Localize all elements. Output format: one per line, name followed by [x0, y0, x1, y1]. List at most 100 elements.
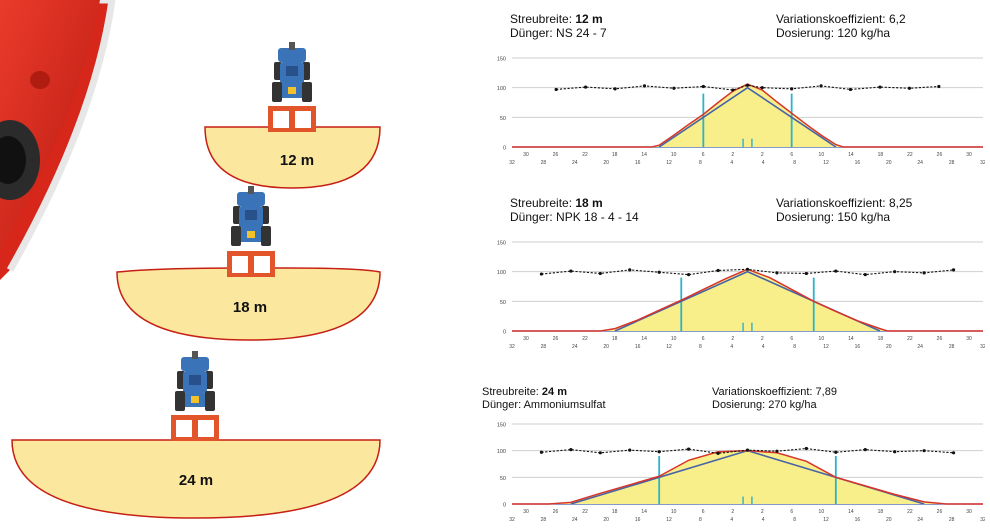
x-tick-label: 22 [907, 509, 913, 515]
x-tick-label: 20 [886, 160, 892, 166]
x-tick-label: 28 [949, 344, 955, 350]
spread-label-18m: 18 m [233, 299, 267, 316]
x-tick-label: 4 [730, 517, 733, 523]
x-tick-label: 14 [641, 336, 647, 342]
x-tick-label: 32 [509, 160, 515, 166]
chart-1-width: Streubreite: 12 m [510, 12, 603, 26]
x-tick-label: 32 [980, 517, 985, 523]
overlap-point [569, 269, 573, 273]
measured-area [512, 450, 983, 504]
x-tick-label: 24 [917, 517, 923, 523]
measured-area [512, 84, 983, 147]
spreader-hopper [227, 251, 275, 277]
overlap-line [541, 447, 954, 454]
x-tick-label: 4 [730, 344, 733, 350]
tractor-icon [272, 42, 312, 102]
spreader-illustration: 12 m 18 m [0, 0, 381, 519]
x-tick-label: 4 [762, 517, 765, 523]
x-tick-label: 10 [671, 336, 677, 342]
x-tick-label: 12 [823, 160, 829, 166]
x-tick-label: 26 [553, 152, 559, 158]
x-tick-label: 16 [855, 344, 861, 350]
spreader-24m: 24 m [11, 351, 381, 519]
x-tick-label: 30 [966, 336, 972, 342]
overlap-point [701, 84, 705, 89]
x-tick-label: 18 [612, 336, 618, 342]
x-tick-label: 22 [582, 509, 588, 515]
x-tick-label: 16 [855, 160, 861, 166]
x-tick-label: 10 [819, 509, 825, 515]
x-tick-label: 10 [671, 152, 677, 158]
x-tick-label: 20 [603, 517, 609, 523]
chart-1-dose: Dosierung: 120 kg/ha [776, 26, 891, 40]
overlap-point [687, 447, 691, 451]
x-tick-label: 4 [730, 160, 733, 166]
spread-label-12m: 12 m [280, 152, 314, 169]
overlap-point [569, 448, 573, 452]
chart-3-fertilizer: Dünger: Ammoniumsulfat [482, 399, 606, 411]
spreader-18m: 18 m [116, 186, 381, 341]
y-tick-label: 150 [497, 241, 506, 247]
x-tick-label: 20 [603, 160, 609, 166]
x-tick-label: 2 [761, 336, 764, 342]
y-tick-label: 150 [497, 423, 506, 429]
x-tick-label: 26 [937, 152, 943, 158]
x-tick-label: 28 [541, 517, 547, 523]
tractor-icon [175, 351, 215, 411]
chart-3-dose: Dosierung: 270 kg/ha [712, 399, 817, 411]
overlap-point [539, 272, 544, 276]
x-tick-label: 4 [762, 344, 765, 350]
x-tick-label: 4 [762, 160, 765, 166]
spreader-hopper [268, 106, 316, 132]
x-tick-label: 30 [523, 152, 529, 158]
x-tick-label: 10 [819, 336, 825, 342]
x-tick-label: 22 [907, 336, 913, 342]
x-tick-label: 20 [886, 517, 892, 523]
y-tick-label: 100 [497, 449, 506, 455]
y-tick-label: 50 [500, 476, 506, 482]
x-tick-label: 24 [572, 517, 578, 523]
overlap-point [760, 86, 764, 90]
chart-3-width: Streubreite: 24 m [482, 386, 567, 398]
x-tick-label: 12 [666, 160, 672, 166]
x-tick-label: 2 [761, 509, 764, 515]
x-tick-label: 10 [671, 509, 677, 515]
spread-fan-12m [204, 126, 381, 189]
x-tick-label: 24 [917, 160, 923, 166]
x-tick-label: 30 [523, 336, 529, 342]
chart-1-fertilizer: Dünger: NS 24 - 7 [510, 26, 607, 40]
overlap-point [834, 450, 838, 454]
overlap-line [556, 84, 939, 91]
x-tick-label: 26 [937, 509, 943, 515]
x-tick-label: 28 [541, 344, 547, 350]
spread-fan-18m [116, 267, 381, 341]
x-tick-label: 2 [731, 336, 734, 342]
x-tick-label: 32 [980, 344, 985, 350]
x-tick-label: 12 [823, 517, 829, 523]
x-tick-label: 6 [702, 509, 705, 515]
x-tick-label: 30 [966, 152, 972, 158]
x-tick-label: 18 [878, 152, 884, 158]
overlap-point [716, 451, 720, 455]
x-tick-label: 20 [886, 344, 892, 350]
x-tick-label: 16 [635, 160, 641, 166]
tractor-icon [231, 186, 271, 246]
spread-label-24m: 24 m [179, 472, 213, 489]
y-tick-label: 150 [497, 57, 506, 63]
x-tick-label: 30 [523, 509, 529, 515]
chart-1-cv: Variationskoeffizient: 6,2 [776, 12, 906, 26]
x-tick-label: 18 [612, 152, 618, 158]
overlap-point [878, 85, 882, 89]
x-tick-label: 2 [731, 509, 734, 515]
overlap-point [834, 269, 838, 273]
x-tick-label: 28 [949, 160, 955, 166]
x-tick-label: 32 [509, 344, 515, 350]
x-tick-label: 8 [793, 517, 796, 523]
y-tick-label: 100 [497, 270, 506, 276]
x-tick-label: 28 [949, 517, 955, 523]
x-tick-label: 14 [848, 152, 854, 158]
overlap-point [554, 87, 558, 92]
